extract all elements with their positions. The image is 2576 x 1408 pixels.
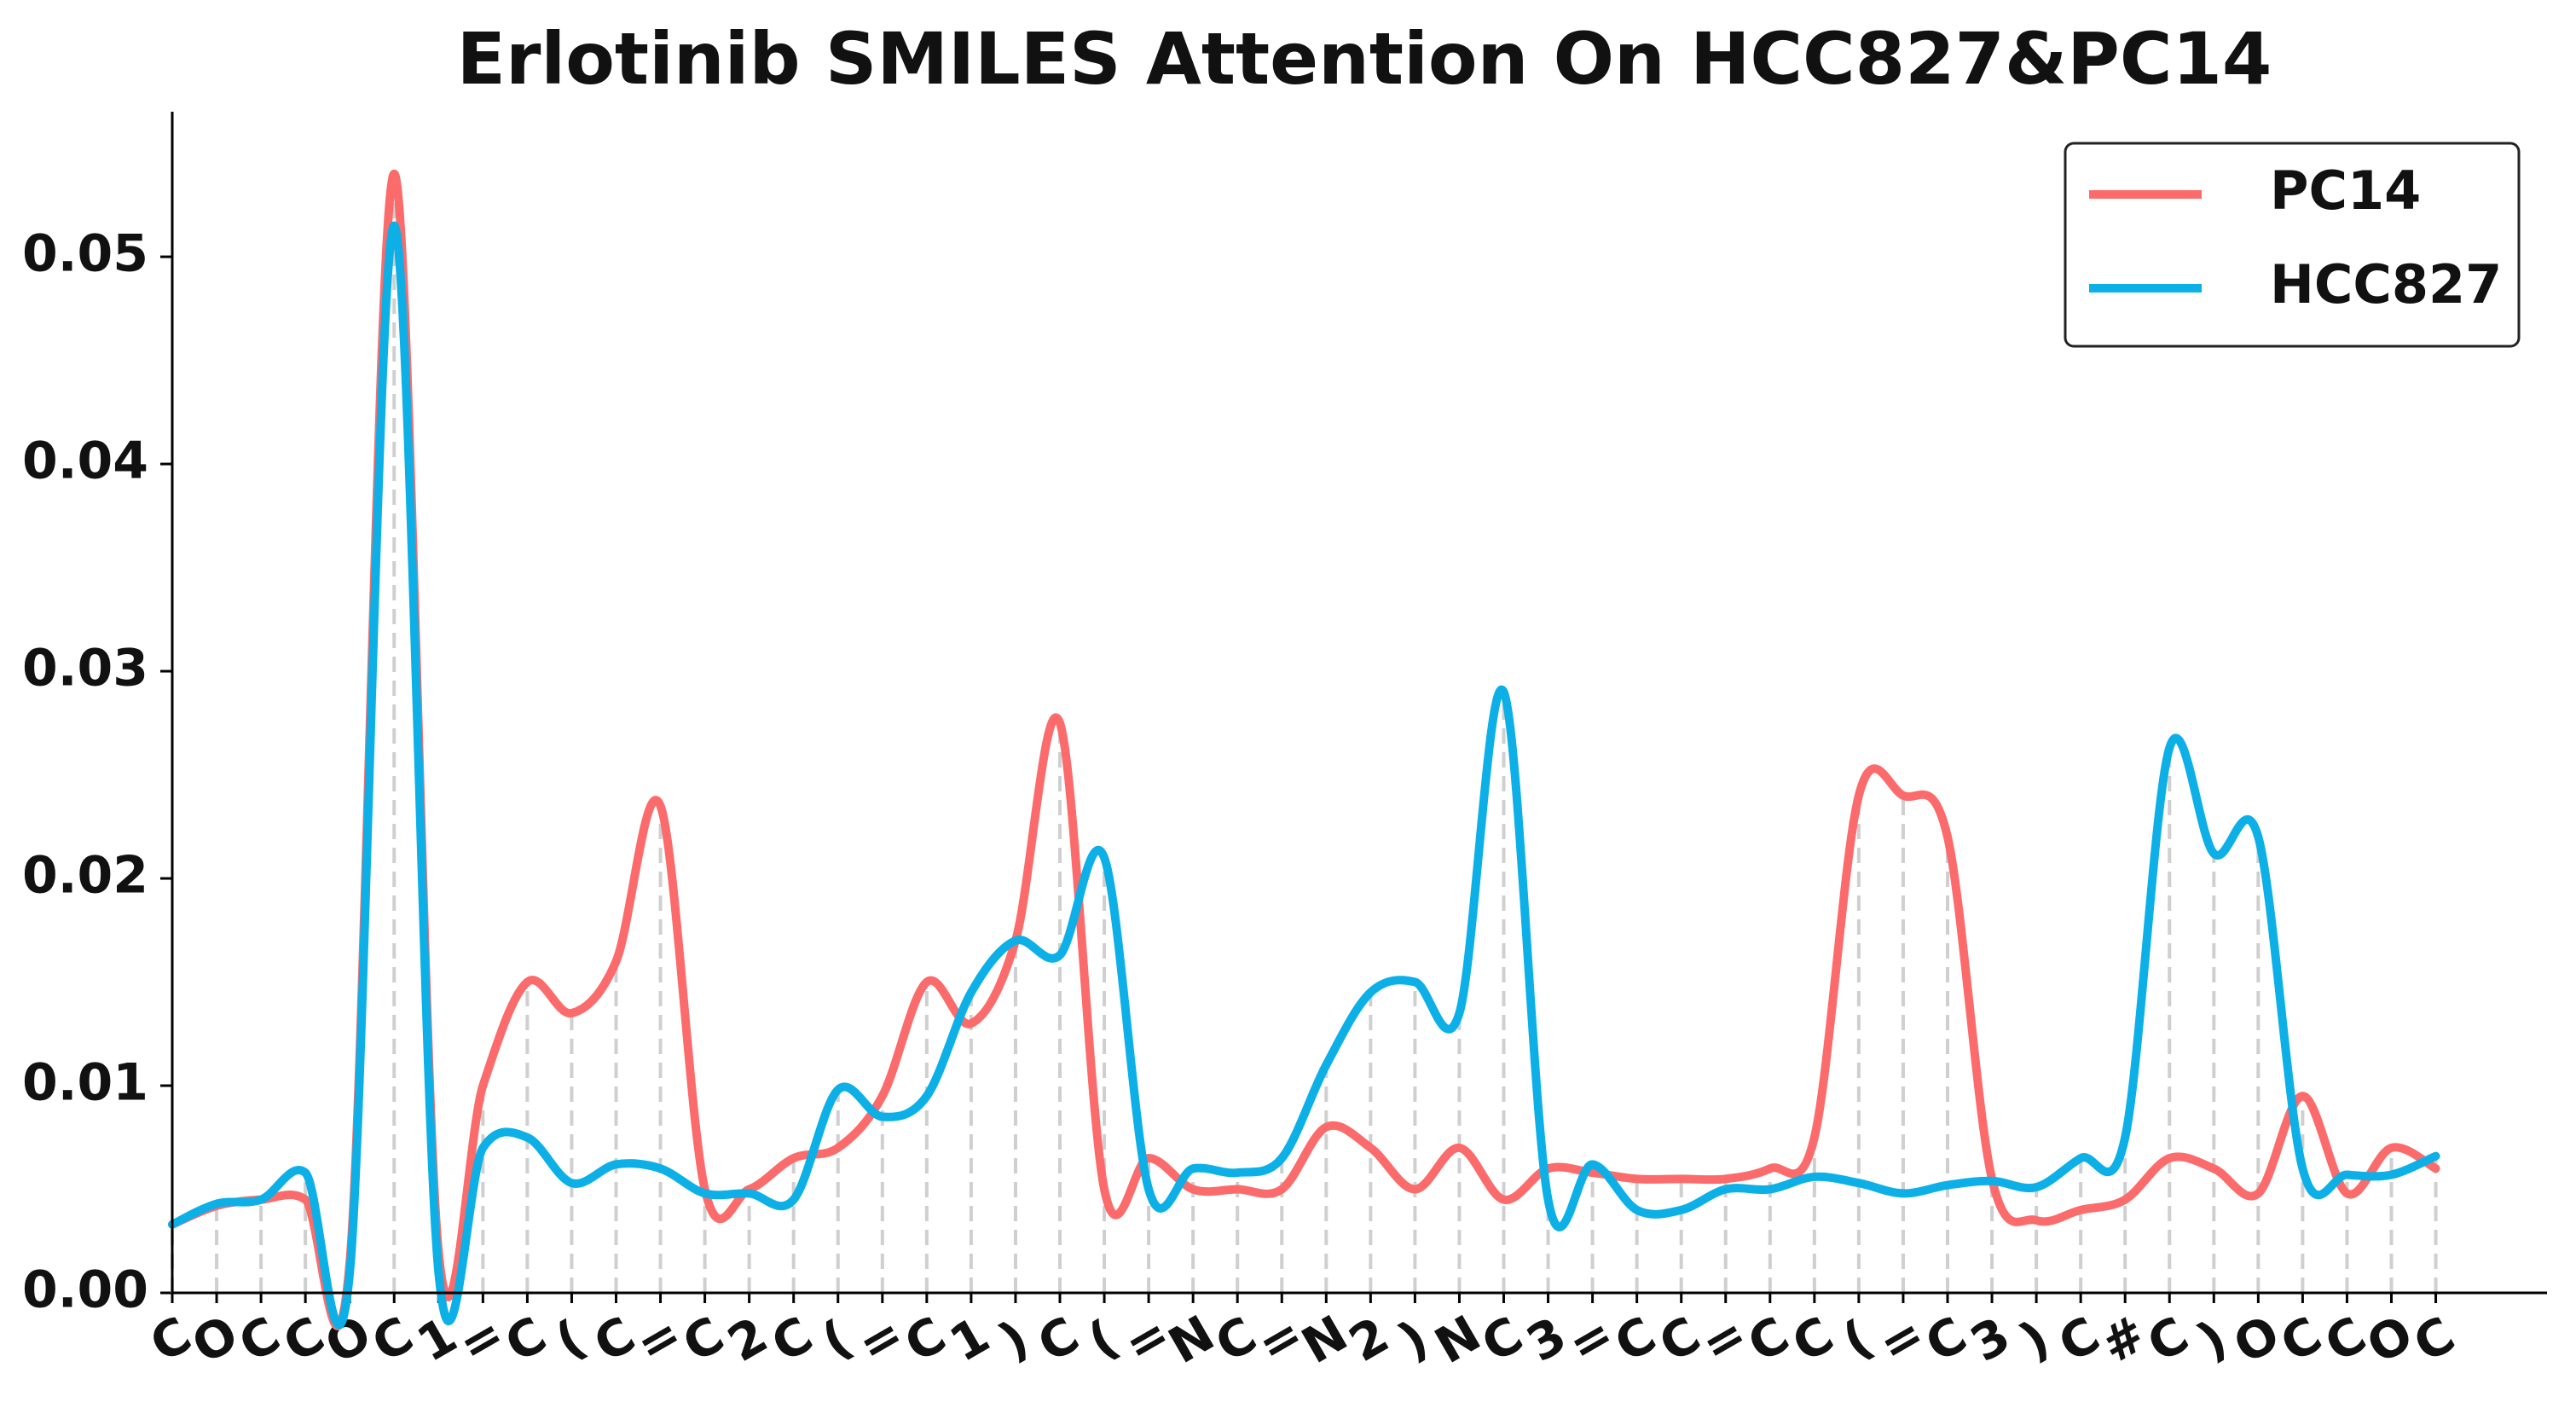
x-tick-label: C: [2404, 1306, 2464, 1374]
y-tick-label: 0.02: [22, 846, 148, 906]
y-tick-label: 0.03: [22, 639, 148, 698]
x-tick-label: 2: [718, 1306, 777, 1373]
x-tick-label: (: [1832, 1309, 1881, 1370]
x-tick-label: ): [990, 1309, 1039, 1370]
x-tick-label: (: [546, 1309, 594, 1370]
chart-title: Erlotinib SMILES Attention On HCC827&PC1…: [457, 17, 2272, 101]
x-tick-label: C: [1605, 1306, 1665, 1374]
x-tick-label: C: [894, 1306, 955, 1374]
x-tick-label: C: [761, 1306, 822, 1374]
x-tick-label: C: [1916, 1306, 1977, 1374]
x-tick-label: C: [495, 1306, 556, 1374]
x-tick-label: C: [2271, 1306, 2331, 1374]
x-tick-label: C: [1472, 1306, 1532, 1374]
legend: PC14 HCC827: [2064, 142, 2521, 348]
x-tick-label: C: [673, 1306, 733, 1374]
x-tick-label: (: [812, 1309, 860, 1370]
y-tick-label: 0.04: [22, 432, 148, 491]
x-tick-label: C: [2138, 1306, 2198, 1374]
x-tick-label: 3: [1961, 1306, 2020, 1373]
y-tick-label: 0.01: [22, 1053, 148, 1113]
legend-label: HCC827: [2270, 253, 2502, 316]
x-tick-label: C: [229, 1306, 290, 1374]
legend-label: PC14: [2270, 159, 2421, 222]
x-tick-label: C: [1738, 1306, 1798, 1374]
x-tick-label: 1: [940, 1306, 999, 1373]
line-series: [168, 221, 2440, 1330]
y-tick-label: 0.05: [22, 224, 148, 284]
x-tick-label: C: [362, 1306, 423, 1374]
x-tick-label: 2: [1340, 1306, 1398, 1373]
x-tick-label: ): [2011, 1309, 2059, 1370]
x-tick-label: C: [1782, 1306, 1843, 1374]
x-tick-label: C: [1028, 1306, 1089, 1374]
x-tick-label: (: [1079, 1309, 1127, 1370]
x-tick-label: N: [1292, 1304, 1357, 1375]
y-tick-label: 0.00: [22, 1260, 148, 1320]
x-tick-label: ): [1389, 1309, 1438, 1370]
x-tick-label: ): [2188, 1309, 2237, 1370]
